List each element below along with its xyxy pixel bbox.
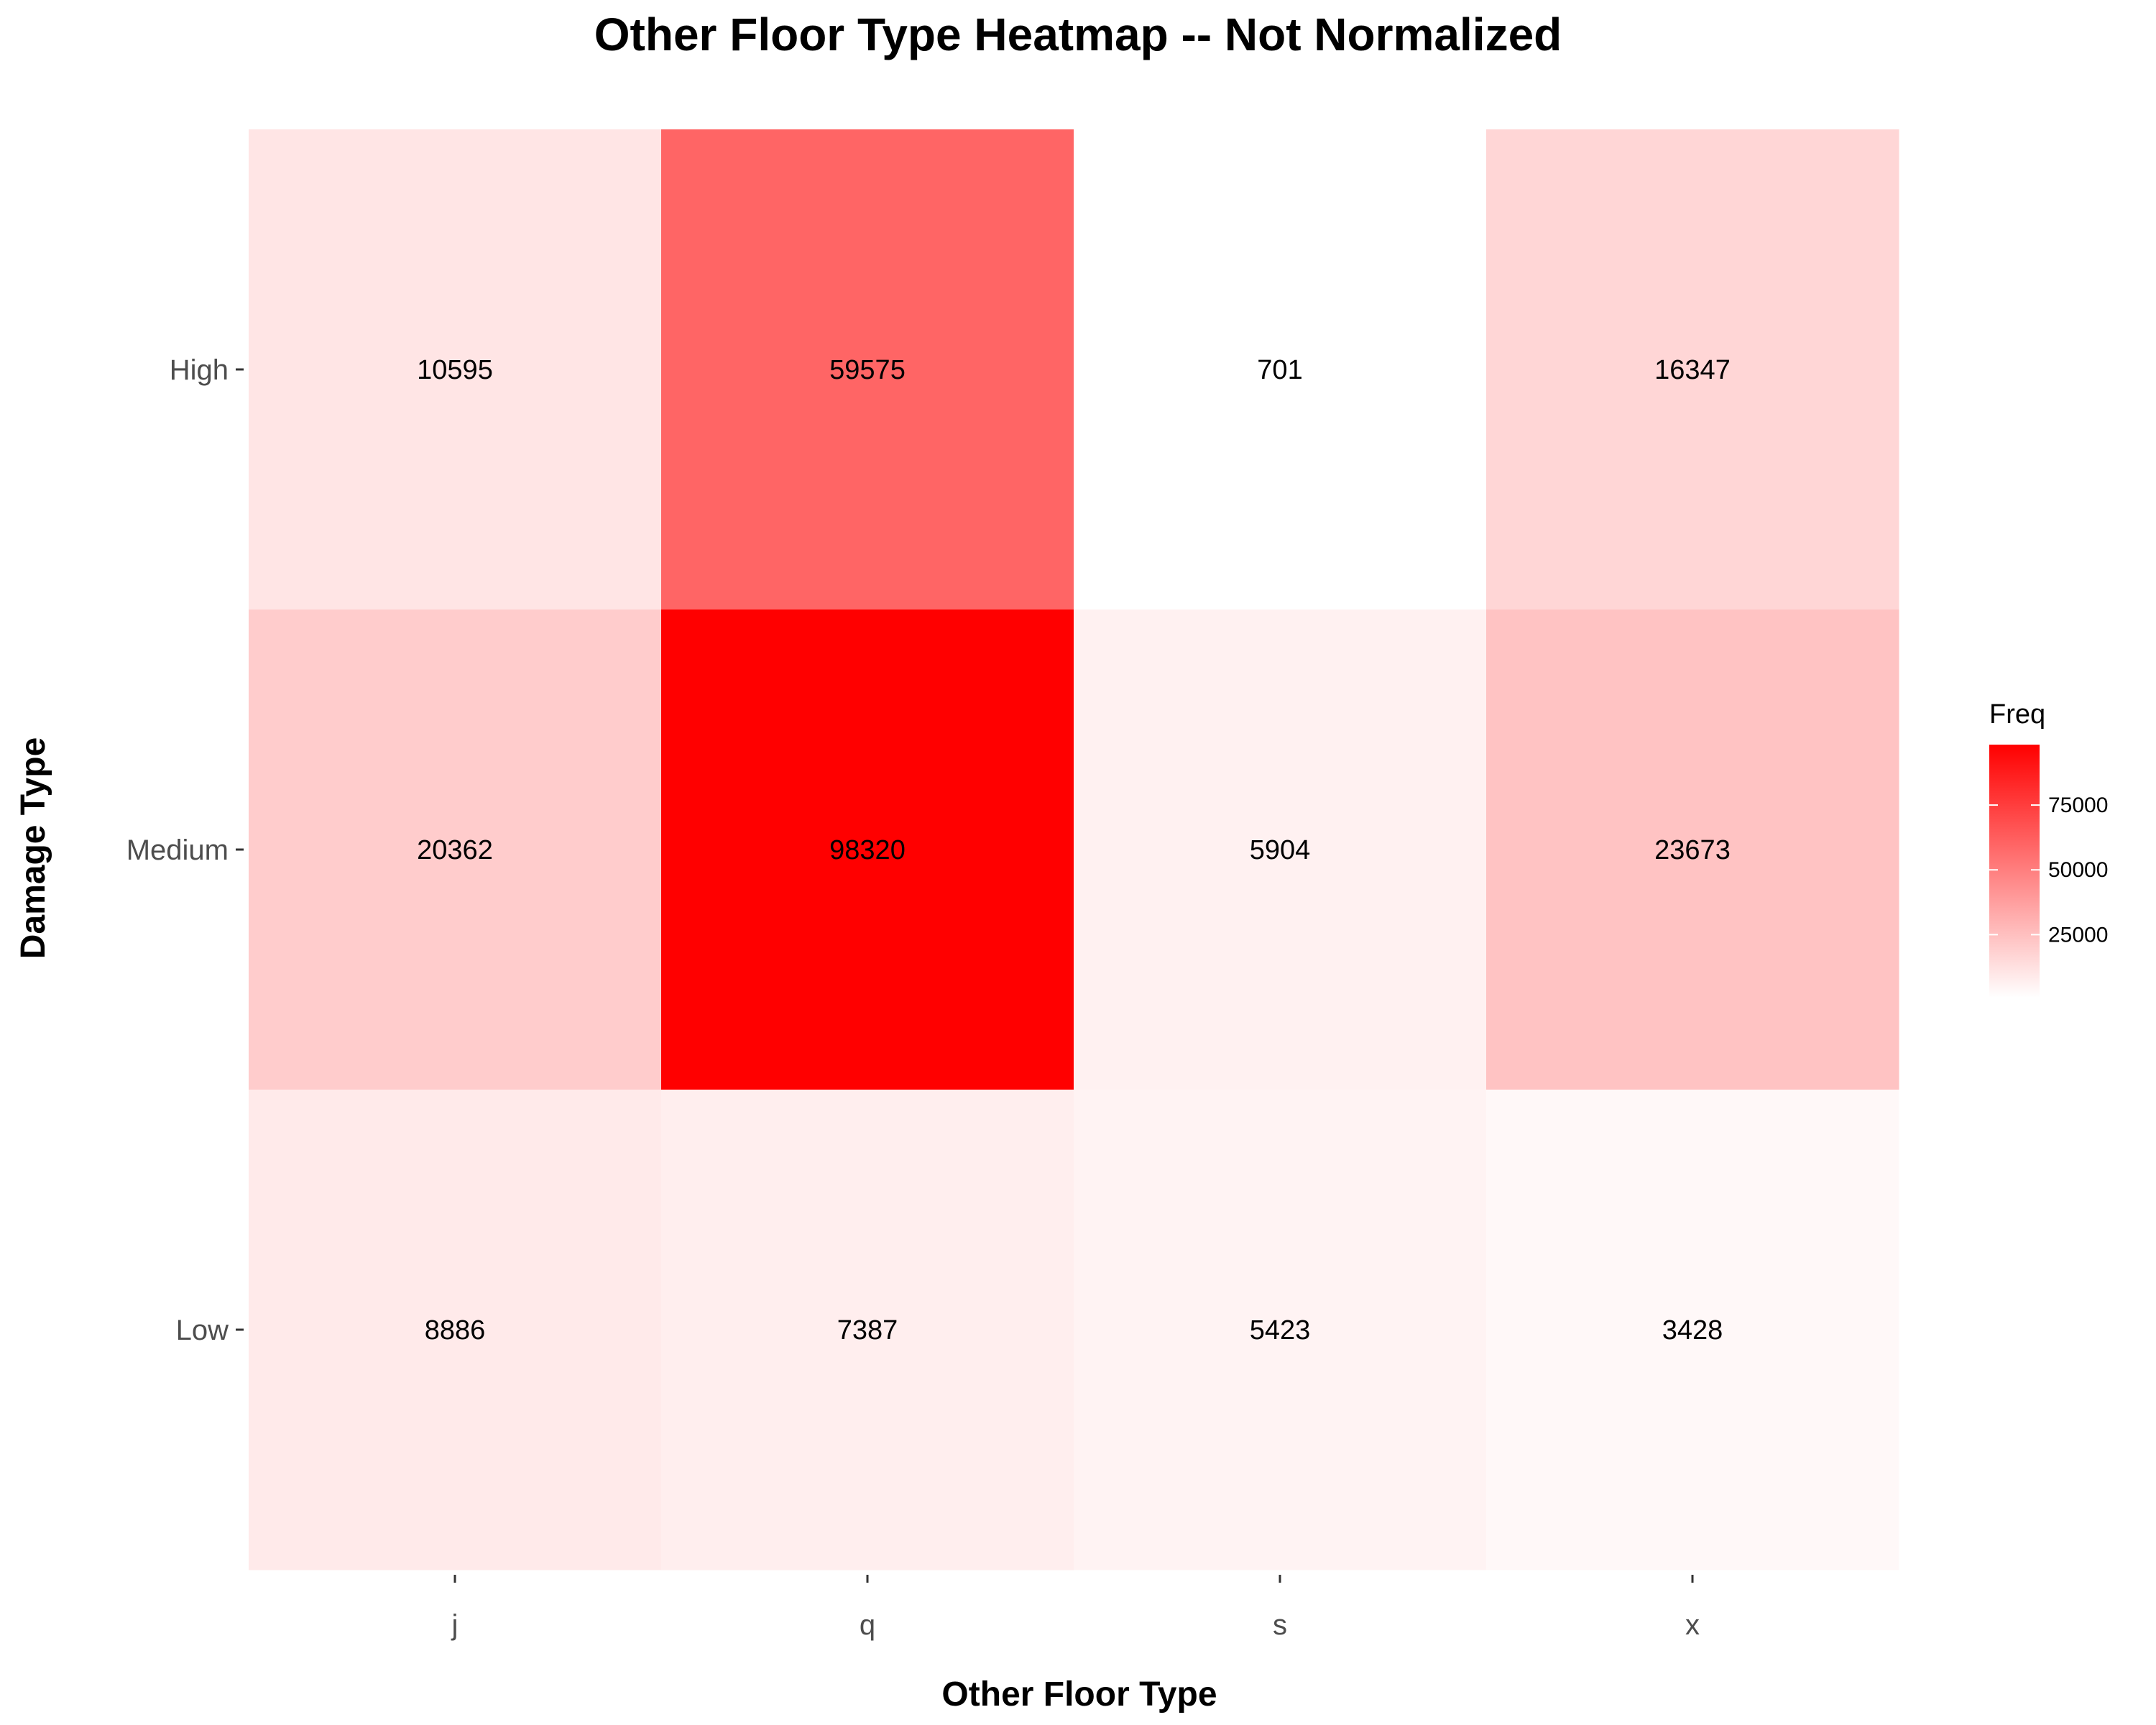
- heatmap-cells: [249, 129, 1899, 1570]
- cell-value-label: 5904: [1250, 835, 1311, 865]
- legend-tick-label: 50000: [2048, 858, 2108, 882]
- heatmap-cell-high-q: [661, 129, 1074, 610]
- x-tick-label: x: [1685, 1609, 1700, 1641]
- heatmap-cell-high-s: [1074, 129, 1487, 610]
- cell-value-label: 98320: [829, 835, 906, 865]
- heatmap-cell-medium-x: [1486, 610, 1899, 1090]
- heatmap-cell-low-x: [1486, 1090, 1899, 1570]
- cell-value-label: 59575: [829, 355, 906, 385]
- heatmap-cell-medium-j: [249, 610, 662, 1090]
- x-tick-label: s: [1273, 1609, 1287, 1641]
- legend-tick-label: 75000: [2048, 794, 2108, 817]
- cell-value-label: 701: [1257, 355, 1302, 385]
- heatmap-cell-high-j: [249, 129, 662, 610]
- cell-value-label: 10595: [417, 355, 493, 385]
- x-axis-title: Other Floor Type: [941, 1675, 1217, 1714]
- heatmap-cell-high-x: [1486, 129, 1899, 610]
- cell-value-label: 23673: [1654, 835, 1731, 865]
- y-tick-label: Low: [176, 1315, 229, 1346]
- heatmap-cell-low-s: [1074, 1090, 1487, 1570]
- y-tick-label: Medium: [126, 834, 229, 866]
- cell-value-label: 20362: [417, 835, 493, 865]
- y-axis-ticks: High Medium Low: [126, 354, 244, 1346]
- heatmap-cell-labels: 10595 59575 701 16347 20362 98320 5904 23673 888…: [417, 355, 1731, 1346]
- color-legend: Freq 25000 50000 75000: [1989, 699, 2108, 998]
- chart-title: Other Floor Type Heatmap -- Not Normaliz…: [594, 9, 1562, 60]
- cell-value-label: 7387: [837, 1315, 898, 1346]
- legend-tick-label: 25000: [2048, 923, 2108, 947]
- legend-title: Freq: [1989, 699, 2045, 730]
- heatmap-cell-low-j: [249, 1090, 662, 1570]
- legend-ticks: 25000 50000 75000: [1989, 794, 2108, 947]
- legend-colorbar: [1989, 745, 2040, 998]
- y-tick-label: High: [170, 354, 229, 386]
- cell-value-label: 8886: [425, 1315, 486, 1346]
- y-axis-title: Damage Type: [14, 737, 52, 960]
- cell-value-label: 5423: [1250, 1315, 1311, 1346]
- x-tick-label: j: [451, 1609, 459, 1641]
- heatmap-cell-medium-q: [661, 610, 1074, 1090]
- heatmap-cell-low-q: [661, 1090, 1074, 1570]
- cell-value-label: 16347: [1654, 355, 1731, 385]
- heatmap-cell-medium-s: [1074, 610, 1487, 1090]
- x-tick-label: q: [860, 1609, 875, 1641]
- cell-value-label: 3428: [1662, 1315, 1723, 1346]
